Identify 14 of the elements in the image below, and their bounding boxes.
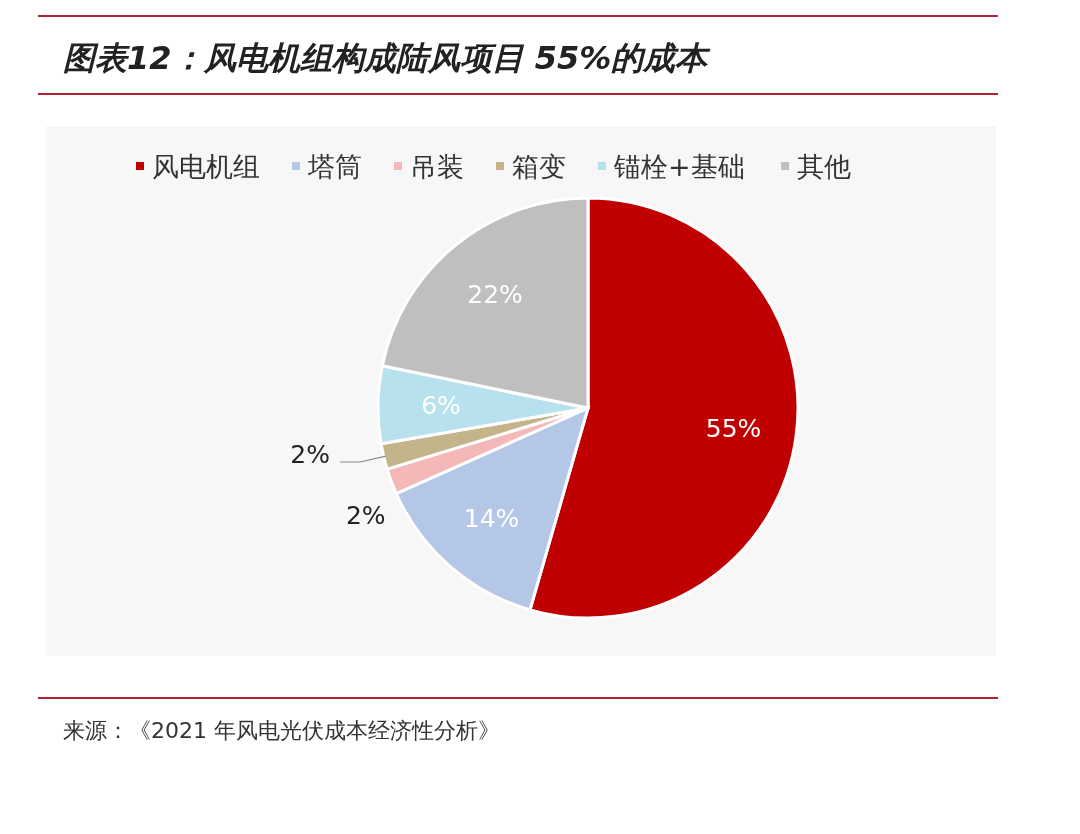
legend-label: 锚栓+基础 (613, 150, 745, 182)
legend-label: 吊装 (410, 150, 464, 182)
legend-label: 塔筒 (307, 150, 362, 182)
legend-label: 风电机组 (152, 150, 260, 182)
data-label: 14% (463, 504, 520, 534)
chart-title: 图表12：风电机组构成陆风项目 55%的成本 (63, 39, 712, 77)
data-label: 55% (705, 414, 762, 444)
legend-label: 箱变 (512, 150, 566, 182)
data-label: 22% (467, 279, 523, 309)
data-label: 2% (345, 500, 386, 530)
legend-label: 其他 (797, 150, 851, 182)
source-note: 来源：《2021 年风电光伏成本经济性分析》 (63, 717, 500, 743)
data-label: 2% (290, 439, 330, 469)
data-label: 6% (421, 391, 461, 421)
